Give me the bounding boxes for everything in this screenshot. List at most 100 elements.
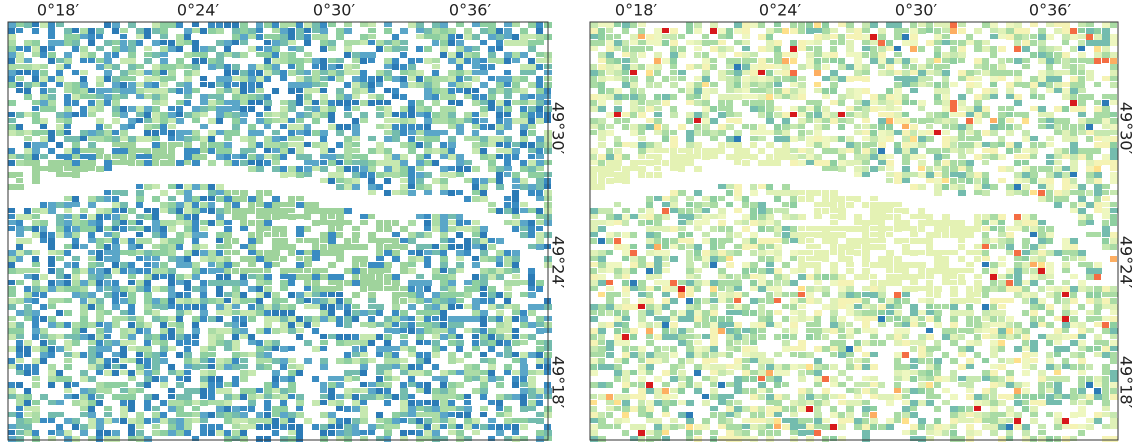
field-patch xyxy=(758,64,766,70)
field-patch xyxy=(710,256,718,262)
field-patch xyxy=(384,274,392,280)
field-patch xyxy=(400,52,407,58)
field-patch xyxy=(424,430,432,436)
field-patch xyxy=(918,142,926,148)
field-patch xyxy=(360,388,368,393)
field-patch xyxy=(846,94,854,99)
field-patch xyxy=(120,208,127,213)
field-patch xyxy=(718,220,726,226)
field-patch xyxy=(328,160,336,166)
field-patch xyxy=(1110,112,1117,117)
field-patch xyxy=(408,70,416,76)
field-patch xyxy=(352,82,360,88)
field-patch xyxy=(168,40,175,46)
field-patch xyxy=(814,64,821,70)
field-patch xyxy=(878,94,886,100)
field-patch xyxy=(622,58,630,63)
field-patch xyxy=(368,262,376,268)
field-patch xyxy=(200,382,208,388)
field-patch xyxy=(694,100,702,106)
field-patch xyxy=(758,58,766,64)
field-patch xyxy=(200,310,208,316)
field-patch xyxy=(216,274,223,280)
field-patch xyxy=(152,148,160,154)
field-patch xyxy=(160,142,167,148)
field-patch xyxy=(256,76,264,82)
field-patch xyxy=(1038,40,1046,46)
field-patch xyxy=(64,52,72,58)
field-patch xyxy=(408,280,416,286)
field-patch xyxy=(56,268,64,274)
field-patch xyxy=(248,220,255,226)
field-patch xyxy=(136,70,144,76)
field-patch xyxy=(1102,190,1109,195)
field-patch xyxy=(216,64,224,69)
field-patch xyxy=(352,370,360,375)
field-patch xyxy=(846,250,854,255)
field-patch xyxy=(1102,136,1110,142)
field-patch xyxy=(998,166,1006,172)
field-patch xyxy=(48,88,56,93)
field-patch xyxy=(104,166,112,171)
field-patch xyxy=(622,166,630,172)
field-patch xyxy=(72,34,80,40)
field-patch xyxy=(384,250,392,256)
field-patch xyxy=(304,322,311,328)
field-patch xyxy=(1102,58,1109,63)
field-patch xyxy=(766,220,774,225)
field-patch xyxy=(456,406,464,411)
field-patch xyxy=(232,268,239,274)
field-patch xyxy=(32,148,40,154)
field-patch xyxy=(408,136,415,142)
field-patch xyxy=(296,94,303,100)
field-patch xyxy=(814,58,821,64)
field-patch xyxy=(910,154,918,160)
field-patch xyxy=(352,166,359,172)
field-patch xyxy=(614,34,621,39)
field-patch xyxy=(726,202,733,207)
field-patch xyxy=(200,94,208,100)
field-patch xyxy=(1102,46,1110,52)
field-patch xyxy=(590,214,598,219)
field-patch xyxy=(726,232,733,238)
field-patch xyxy=(208,358,215,363)
field-patch xyxy=(1102,214,1110,219)
field-patch xyxy=(400,154,408,160)
field-patch xyxy=(320,88,327,93)
field-patch xyxy=(662,94,670,100)
field-patch xyxy=(384,118,392,123)
field-patch xyxy=(590,82,598,88)
field-patch xyxy=(1022,136,1030,142)
field-patch xyxy=(766,250,774,255)
field-patch xyxy=(496,274,504,280)
field-patch xyxy=(232,154,240,159)
field-patch xyxy=(878,142,886,148)
field-patch xyxy=(424,400,431,405)
field-patch xyxy=(456,64,463,70)
field-patch xyxy=(176,394,184,400)
field-patch xyxy=(910,172,918,177)
field-patch xyxy=(224,256,231,262)
field-patch xyxy=(136,370,144,375)
field-patch xyxy=(392,130,400,136)
field-patch xyxy=(176,100,184,105)
field-patch xyxy=(638,214,646,219)
field-patch xyxy=(456,334,463,339)
field-patch xyxy=(80,76,87,82)
field-patch xyxy=(304,76,312,82)
field-patch xyxy=(1054,160,1062,165)
field-patch xyxy=(24,148,32,154)
field-patch xyxy=(488,304,496,310)
field-patch xyxy=(192,88,200,93)
field-patch xyxy=(638,40,646,45)
field-patch xyxy=(144,52,152,57)
field-patch xyxy=(184,250,192,256)
field-patch xyxy=(224,70,231,76)
field-patch xyxy=(862,154,870,160)
field-patch xyxy=(88,340,96,345)
field-patch xyxy=(240,358,248,363)
field-patch xyxy=(224,250,231,255)
field-patch xyxy=(536,172,544,178)
field-patch xyxy=(878,124,885,130)
field-patch xyxy=(814,124,822,130)
